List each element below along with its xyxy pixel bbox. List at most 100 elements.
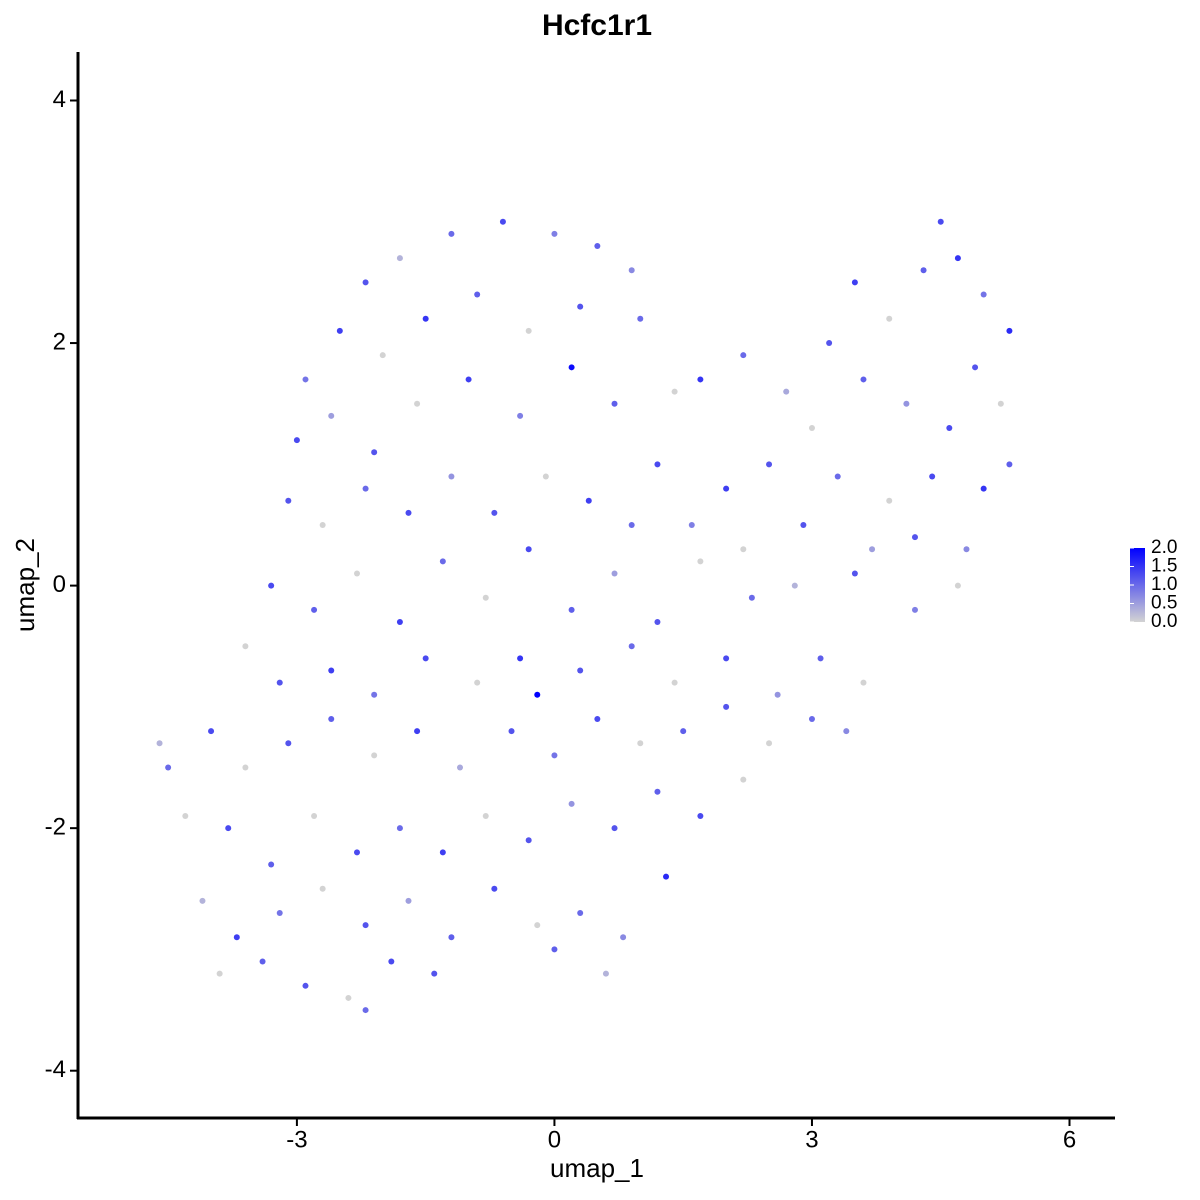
cell-point — [946, 424, 953, 431]
cell-point — [611, 400, 618, 407]
cell-point — [405, 509, 412, 516]
cell-point — [620, 934, 627, 941]
y-tick-label: -2 — [45, 813, 66, 840]
cell-point — [972, 364, 979, 371]
x-tick-label: 6 — [1063, 1126, 1076, 1153]
cell-point — [525, 837, 532, 844]
cell-point — [508, 728, 515, 735]
cell-point — [457, 764, 464, 771]
cell-point — [474, 679, 481, 686]
cell-point — [740, 546, 747, 553]
cell-point — [216, 970, 223, 977]
cell-point — [903, 400, 910, 407]
cell-point — [396, 825, 403, 832]
cell-point — [671, 679, 678, 686]
cell-point — [517, 655, 524, 662]
x-tick-label: -3 — [286, 1126, 307, 1153]
cell-point — [362, 485, 369, 492]
cell-point — [182, 813, 189, 820]
colorbar-tick-label: 2.0 — [1151, 537, 1177, 558]
cell-point — [937, 218, 944, 225]
cell-point — [525, 546, 532, 553]
cell-point — [723, 703, 730, 710]
cell-point — [156, 740, 163, 747]
cell-point — [980, 485, 987, 492]
cell-point — [637, 315, 644, 322]
cell-point — [834, 473, 841, 480]
cell-point — [276, 679, 283, 686]
colorbar-tick-label: 1.0 — [1151, 574, 1177, 595]
cell-point — [602, 970, 609, 977]
cell-point — [843, 728, 850, 735]
cell-point — [585, 497, 592, 504]
cell-point — [259, 958, 266, 965]
cell-point — [396, 255, 403, 262]
cell-point — [568, 800, 575, 807]
cell-point — [293, 437, 300, 444]
cell-point — [568, 364, 575, 371]
cell-point — [628, 643, 635, 650]
cell-point — [396, 618, 403, 625]
cell-point — [851, 279, 858, 286]
cell-point — [594, 243, 601, 250]
cell-point — [954, 255, 961, 262]
cell-point — [654, 618, 661, 625]
cell-point — [723, 655, 730, 662]
cell-point — [963, 546, 970, 553]
cell-point — [474, 291, 481, 298]
cell-point — [860, 679, 867, 686]
cell-point — [379, 352, 386, 359]
y-tick-label: 4 — [53, 86, 66, 113]
cell-point — [534, 691, 541, 698]
colorbar-tick-label: 0.0 — [1151, 611, 1177, 632]
cell-point — [353, 570, 360, 577]
cell-point — [199, 897, 206, 904]
cell-point — [491, 509, 498, 516]
cell-point — [551, 752, 558, 759]
cell-point — [980, 291, 987, 298]
cell-point — [362, 279, 369, 286]
cell-point — [688, 521, 695, 528]
cell-point — [774, 691, 781, 698]
cell-point — [285, 497, 292, 504]
cell-point — [577, 667, 584, 674]
cell-point — [336, 327, 343, 334]
cell-point — [422, 315, 429, 322]
cell-point — [448, 934, 455, 941]
x-axis-label: umap_1 — [550, 1153, 644, 1183]
cell-point — [791, 582, 798, 589]
cell-point — [448, 230, 455, 237]
cell-point — [525, 327, 532, 334]
cell-point — [371, 752, 378, 759]
cell-point — [371, 691, 378, 698]
cell-point — [886, 315, 893, 322]
cell-point — [482, 594, 489, 601]
cell-point — [405, 897, 412, 904]
cell-point — [353, 849, 360, 856]
cell-point — [534, 922, 541, 929]
cell-point — [285, 740, 292, 747]
chart-title: Hcfc1r1 — [542, 9, 652, 42]
cell-point — [577, 303, 584, 310]
cell-point — [929, 473, 936, 480]
cell-point — [276, 910, 283, 917]
colorbar-tick-label: 0.5 — [1151, 593, 1177, 614]
colorbar-tick-label: 1.5 — [1151, 556, 1177, 577]
cell-point — [671, 388, 678, 395]
cell-point — [225, 825, 232, 832]
cell-point — [723, 485, 730, 492]
cell-point — [328, 412, 335, 419]
cell-point — [448, 473, 455, 480]
cell-point — [311, 813, 318, 820]
x-tick-label: 0 — [548, 1126, 561, 1153]
cell-point — [328, 667, 335, 674]
cell-point — [345, 994, 352, 1001]
cell-point — [551, 230, 558, 237]
cell-point — [499, 218, 506, 225]
cell-point — [328, 716, 335, 723]
cell-point — [911, 534, 918, 541]
cell-point — [766, 740, 773, 747]
cell-point — [920, 267, 927, 274]
cell-point — [611, 570, 618, 577]
cell-point — [482, 813, 489, 820]
